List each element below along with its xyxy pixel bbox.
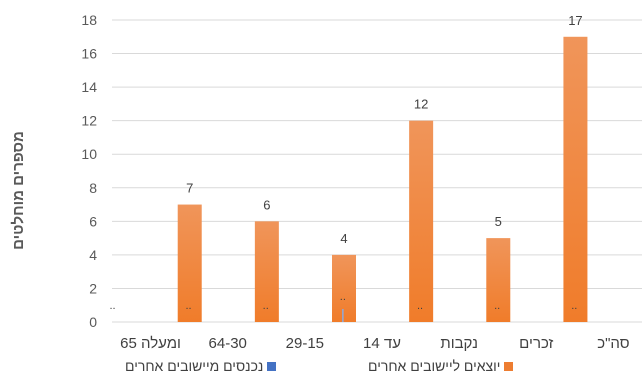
y-tick-label: 2 <box>89 280 97 296</box>
x-tick-label: עד 14 <box>363 335 401 352</box>
bar-outgoing <box>563 36 588 323</box>
legend-item-incoming: נכנסים מיישובים אחרים <box>125 357 277 375</box>
data-label-outgoing: 12 <box>414 97 428 112</box>
bar-outgoing <box>332 254 356 322</box>
y-tick-label: 12 <box>81 113 97 129</box>
data-label-incoming: .. <box>186 300 192 312</box>
data-label-incoming: .. <box>571 300 577 312</box>
legend-item-outgoing: יוצאים ליישובים אחרים <box>368 357 514 375</box>
legend-swatch-outgoing <box>504 361 514 371</box>
y-tick-label: 8 <box>89 180 97 196</box>
y-tick-label: 16 <box>81 46 97 62</box>
y-tick-label: 18 <box>81 12 97 28</box>
x-tick-label: 64-30 <box>209 335 247 352</box>
x-tick-label: זכרים <box>519 335 553 352</box>
bar-outgoing <box>254 221 279 322</box>
x-tick-label: סה"כ <box>597 335 630 352</box>
y-tick-label: 6 <box>89 213 97 229</box>
data-label-outgoing: .. <box>110 300 116 312</box>
x-tick-label: 29-15 <box>286 335 324 352</box>
y-tick-label: 14 <box>81 79 97 95</box>
x-tick-label: נקבות <box>440 335 478 352</box>
y-tick-label: 4 <box>89 247 97 263</box>
data-label-outgoing: 7 <box>186 181 193 196</box>
legend-label-incoming: נכנסים מיישובים אחרים <box>125 358 264 374</box>
bar-outgoing <box>486 238 511 322</box>
data-label-incoming: .. <box>263 300 269 312</box>
y-axis-label: מספרים מוחלטים <box>9 130 27 250</box>
bar-outgoing <box>409 120 434 323</box>
y-tick-label: 10 <box>81 146 97 162</box>
data-label-incoming: .. <box>417 300 423 312</box>
data-label-incoming: .. <box>340 291 346 303</box>
legend-label-outgoing: יוצאים ליישובים אחרים <box>368 358 501 374</box>
y-tick-label: 0 <box>89 314 97 330</box>
data-label-outgoing: 17 <box>568 13 582 28</box>
data-label-outgoing: 5 <box>495 214 502 229</box>
legend-swatch-incoming <box>267 361 277 371</box>
bar-outgoing <box>177 204 202 322</box>
data-label-outgoing: 6 <box>263 197 270 212</box>
x-tick-label: 65 ומעלה <box>120 335 181 352</box>
y-axis-label-wrap: מספרים מוחלטים <box>6 90 30 290</box>
data-label-incoming: .. <box>494 300 500 312</box>
data-label-outgoing: 4 <box>340 231 347 246</box>
